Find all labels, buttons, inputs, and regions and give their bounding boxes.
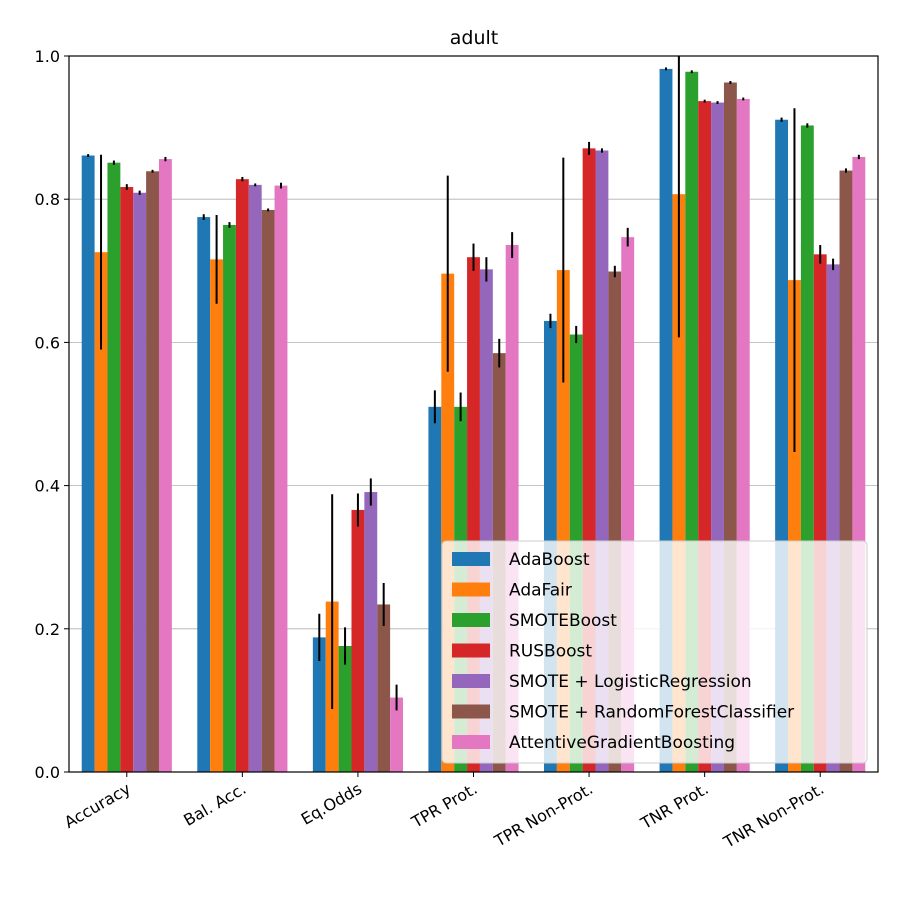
bar	[390, 697, 404, 772]
x-tick-label: TPR Non-Prot.	[490, 779, 596, 851]
legend-swatch	[452, 704, 490, 719]
x-tick-label: Accuracy	[61, 779, 134, 832]
bar	[120, 187, 134, 772]
legend-label: SMOTE + LogisticRegression	[509, 672, 752, 692]
x-tick-label: Eq.Odds	[298, 779, 365, 829]
bar	[210, 259, 224, 772]
bar	[197, 217, 211, 773]
bar	[81, 155, 95, 773]
bar	[223, 224, 236, 772]
bar	[107, 162, 121, 772]
x-tick-label: Bal. Acc.	[180, 779, 249, 830]
error-bars-layer	[87, 56, 860, 711]
legend-label: AttentiveGradientBoosting	[509, 733, 735, 753]
legend-label: SMOTEBoost	[509, 611, 617, 631]
legend-label: RUSBoost	[509, 642, 592, 662]
bar	[261, 209, 275, 772]
x-tick-label: TNR Prot.	[637, 779, 712, 833]
legend-swatch	[452, 552, 490, 566]
bar	[364, 492, 378, 772]
legend: AdaBoost AdaFair SMOTEBoost RUSBoost SMOTE +…	[441, 540, 868, 764]
y-tick-label: 0.2	[35, 620, 60, 639]
bar	[351, 509, 365, 772]
legend-box	[441, 540, 868, 764]
bar	[377, 604, 391, 772]
bar	[274, 185, 288, 772]
y-tick-label: 0.4	[35, 477, 60, 496]
y-tick-label: 0.8	[35, 190, 60, 209]
x-tick-label: TPR Prot.	[407, 779, 480, 832]
chart-title: adult	[450, 27, 498, 49]
legend-label: AdaBoost	[509, 550, 590, 570]
legend-swatch	[452, 735, 490, 749]
bar	[158, 159, 172, 772]
x-tick-label: TNR Non-Prot.	[720, 779, 828, 852]
legend-swatch	[452, 582, 490, 597]
y-tick-label: 0.0	[35, 763, 60, 782]
legend-label: SMOTE + RandomForestClassifier	[509, 703, 794, 723]
bar	[146, 171, 159, 772]
bar	[248, 184, 262, 772]
bar	[133, 192, 147, 773]
bar	[312, 637, 326, 772]
bar	[235, 179, 249, 773]
legend-swatch	[452, 643, 490, 658]
legend-label: AdaFair	[509, 581, 572, 601]
bar	[94, 252, 108, 772]
y-tick-label: 0.6	[35, 333, 60, 352]
bar	[428, 406, 442, 772]
y-tick-label: 1.0	[35, 47, 60, 66]
legend-swatch	[452, 613, 490, 627]
plot-frame	[68, 55, 879, 773]
legend-swatch	[452, 674, 490, 688]
bar	[338, 645, 352, 772]
